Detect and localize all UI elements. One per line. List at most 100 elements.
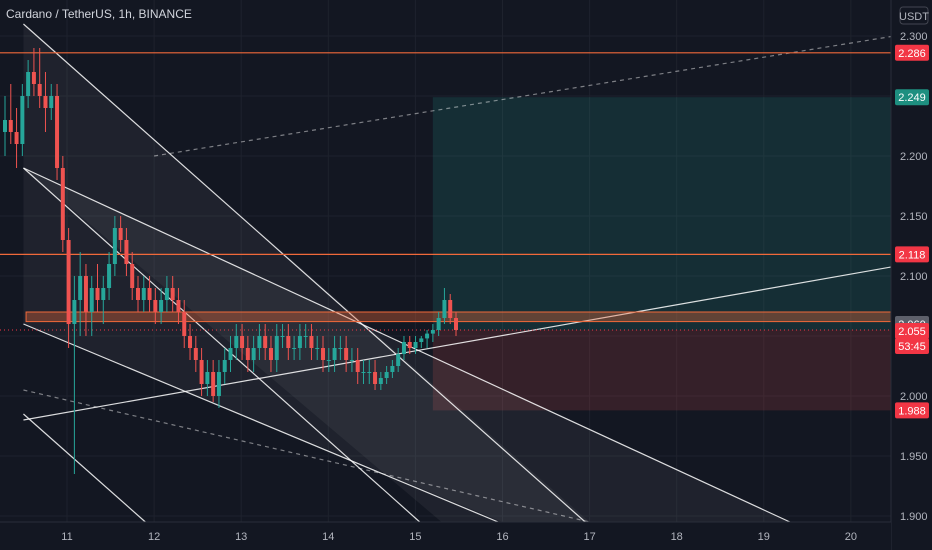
y-tick-label: 2.300 — [900, 31, 928, 43]
trendline-support — [23, 265, 895, 421]
trendline-upper-steep — [23, 23, 586, 523]
candle-body — [26, 72, 31, 96]
x-tick-label: 15 — [409, 531, 421, 543]
candle-body — [37, 84, 42, 96]
loss-zone — [432, 330, 891, 411]
tag-stop — [895, 402, 929, 419]
candle-body — [14, 132, 19, 144]
tag-level-mid-label: 2.118 — [899, 249, 926, 261]
candle-body — [401, 342, 406, 354]
candle-body — [170, 288, 175, 300]
tag-countdown — [895, 338, 929, 354]
tag-countdown-label: 53:45 — [898, 341, 926, 353]
candle-body — [8, 120, 13, 132]
x-tick-label: 11 — [61, 531, 72, 543]
candle-body — [95, 288, 100, 300]
tag-stop-label: 1.988 — [898, 405, 926, 417]
candle-body — [292, 348, 297, 349]
x-tick-label: 20 — [845, 531, 857, 543]
candle-body — [205, 372, 210, 384]
candle-body — [60, 168, 65, 240]
candle-body — [101, 288, 106, 300]
y-tick-label: 2.200 — [900, 151, 928, 163]
candle-body — [338, 348, 343, 349]
candle-body — [303, 336, 308, 337]
x-tick-label: 12 — [148, 531, 160, 543]
horizontal-levels — [0, 52, 892, 331]
candle-body — [130, 264, 135, 288]
candle-body — [344, 348, 349, 360]
tag-level-top — [895, 44, 929, 61]
candle-body — [188, 336, 193, 348]
candle-body — [164, 288, 169, 300]
x-tick-label: 16 — [496, 531, 508, 543]
candle-body — [268, 348, 273, 360]
candle-body — [78, 276, 83, 300]
x-tick-label: 18 — [671, 531, 683, 543]
currency-badge-label: USDT — [899, 11, 929, 23]
candle-body — [315, 348, 320, 349]
candle-body — [332, 348, 337, 360]
trendline-dashed-lower — [23, 389, 590, 523]
candle-body — [390, 366, 395, 372]
y-tick-label: 1.950 — [900, 451, 928, 463]
candle-body — [245, 348, 250, 360]
candle-body — [55, 96, 60, 168]
candle-body — [234, 336, 239, 348]
candle-body — [251, 348, 256, 360]
tag-target-label: 2.249 — [898, 92, 926, 104]
candle-body — [89, 288, 94, 312]
candle-body — [176, 300, 181, 312]
candle-body — [182, 312, 187, 336]
trendline-channel-top — [23, 167, 791, 523]
time-axis[interactable] — [0, 522, 891, 550]
candle-body — [49, 96, 54, 108]
candle-body — [153, 300, 158, 312]
position-zones — [432, 97, 891, 411]
candle-body — [413, 342, 418, 348]
candle-body — [274, 336, 279, 360]
candle-body — [430, 330, 435, 334]
trendline-channel-bottom — [23, 323, 499, 523]
candle-body — [147, 288, 152, 300]
candle-body — [425, 333, 430, 339]
candle-body — [355, 360, 360, 372]
tag-target — [895, 89, 929, 106]
candle-body — [193, 348, 198, 360]
candle-body — [326, 360, 331, 361]
candle-body — [349, 360, 354, 361]
candle-body — [378, 378, 383, 384]
candle-body — [240, 336, 245, 348]
candle-body — [211, 372, 216, 396]
candle-body — [159, 300, 164, 312]
candle-body — [257, 336, 262, 348]
candle-body — [442, 300, 447, 318]
candle-body — [297, 336, 302, 348]
candle-body — [222, 360, 227, 372]
x-tick-label: 14 — [322, 531, 334, 543]
candle-body — [216, 372, 221, 396]
candle-body — [407, 342, 412, 348]
candle-body — [436, 318, 441, 330]
candle-body — [361, 372, 366, 373]
candle-body — [263, 336, 268, 348]
x-tick-label: 13 — [235, 531, 247, 543]
candle-body — [280, 336, 285, 337]
symbol-title: Cardano / TetherUS, 1h, BINANCE — [6, 7, 192, 21]
candle-body — [72, 300, 77, 324]
trendline-dashed-upper — [154, 35, 895, 157]
candle-body — [321, 348, 326, 360]
x-tick-label: 17 — [583, 531, 595, 543]
profit-zone — [432, 97, 891, 330]
currency-badge[interactable] — [899, 6, 929, 25]
candle-body — [83, 276, 88, 312]
channel-fill-upper — [23, 24, 590, 522]
candle-body — [31, 72, 36, 84]
candle-body — [112, 228, 117, 264]
y-tick-label: 2.000 — [900, 391, 928, 403]
tag-level-mid — [895, 246, 929, 263]
candle-body — [20, 96, 25, 144]
